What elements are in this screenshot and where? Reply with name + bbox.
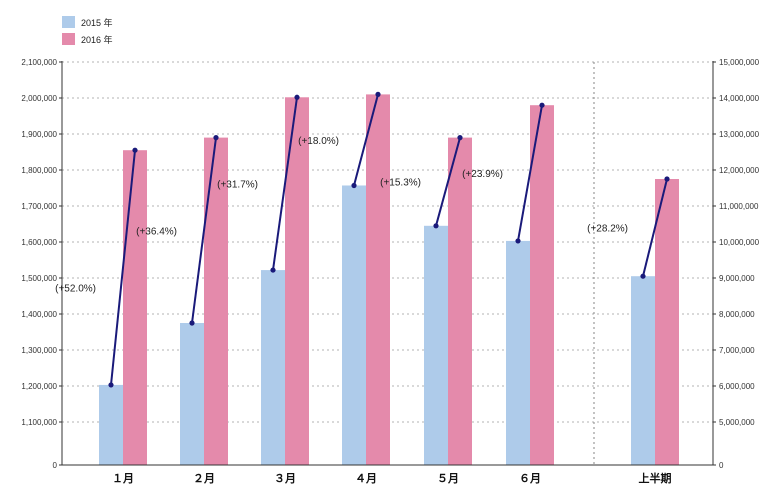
- right-tick-label: 14,000,000: [719, 94, 760, 103]
- category-label: ３月: [274, 472, 296, 485]
- growth-line: [435, 137, 461, 227]
- right-tick-label: 15,000,000: [719, 58, 760, 67]
- bar-2016: [123, 150, 147, 465]
- bar-2015: [506, 240, 530, 465]
- growth-label: (+31.7%): [217, 180, 258, 191]
- legend-label: 2016 年: [81, 34, 113, 45]
- left-tick-label: 1,800,000: [21, 166, 57, 175]
- left-tick-label: 1,300,000: [21, 346, 57, 355]
- growth-point-2015: [515, 238, 521, 244]
- bars: [99, 94, 679, 466]
- growth-point-2015: [640, 273, 646, 279]
- growth-point-2015: [108, 382, 114, 388]
- right-tick-label: 13,000,000: [719, 130, 760, 139]
- left-tick-label: 1,100,000: [21, 418, 57, 427]
- legend-swatch: [62, 16, 75, 28]
- growth-label: (+23.9%): [462, 169, 503, 180]
- growth-line: [110, 150, 136, 386]
- growth-line: [272, 97, 298, 271]
- growth-point-2016: [375, 91, 381, 97]
- axes: 0 1,100,000 1,200,000 1,300,000 1,400,000 1,5…: [21, 58, 759, 470]
- category-label: ５月: [437, 472, 459, 485]
- bar-2016: [655, 179, 679, 465]
- legend-swatch: [62, 33, 75, 45]
- growth-point-2016: [132, 147, 138, 153]
- right-tick-label: 5,000,000: [719, 418, 755, 427]
- growth-line: [353, 94, 379, 186]
- growth-label: (+28.2%): [587, 224, 628, 235]
- growth-point-2015: [270, 267, 276, 273]
- left-tick-label: 2,100,000: [21, 58, 57, 67]
- category-label: ６月: [519, 472, 541, 485]
- growth-label: (+36.4%): [136, 226, 177, 237]
- left-tick-label: 1,700,000: [21, 202, 57, 211]
- labels: (+52.0%) １月 (+36.4%) ２月 (+31.7%) ３月 (+18.0%) ４月…: [55, 136, 671, 485]
- growth-line: [517, 105, 543, 242]
- bar-2015: [342, 185, 366, 466]
- growth-point-2016: [294, 94, 300, 100]
- legend-label: 2015 年: [81, 17, 113, 28]
- growth-line: [191, 137, 217, 324]
- bar-2016: [366, 94, 390, 466]
- growth-lines: [108, 91, 670, 388]
- growth-label: (+52.0%): [55, 284, 96, 295]
- category-label: ２月: [193, 472, 215, 485]
- growth-line: [642, 178, 668, 277]
- left-tick-label: 0: [53, 461, 58, 470]
- bar-2015: [424, 225, 448, 465]
- left-tick-label: 1,400,000: [21, 310, 57, 319]
- right-tick-label: 0: [719, 461, 724, 470]
- left-tick-label: 1,200,000: [21, 382, 57, 391]
- legend: 2015 年 2016 年: [62, 16, 113, 45]
- category-label: １月: [112, 472, 134, 485]
- bar-2015: [180, 323, 204, 465]
- growth-label: (+18.0%): [298, 136, 339, 147]
- right-tick-label: 8,000,000: [719, 310, 755, 319]
- growth-point-2015: [351, 182, 357, 189]
- category-label: 上半期: [639, 471, 672, 485]
- left-tick-label: 1,900,000: [21, 130, 57, 139]
- bar-2016: [448, 137, 472, 465]
- bar-2015: [631, 276, 655, 465]
- growth-point-2016: [539, 102, 545, 108]
- category-label: ４月: [355, 472, 377, 485]
- bar-2016: [530, 105, 554, 465]
- right-tick-label: 9,000,000: [719, 274, 755, 283]
- right-tick-label: 10,000,000: [719, 238, 760, 247]
- growth-point-2016: [213, 135, 219, 141]
- right-tick-label: 12,000,000: [719, 166, 760, 175]
- right-tick-label: 11,000,000: [719, 202, 759, 211]
- growth-label: (+15.3%): [380, 178, 421, 189]
- bar-2015: [261, 270, 285, 465]
- left-tick-label: 1,500,000: [21, 274, 57, 283]
- growth-point-2016: [457, 135, 463, 141]
- growth-point-2016: [664, 176, 670, 182]
- right-tick-label: 7,000,000: [719, 346, 755, 355]
- left-tick-label: 2,000,000: [21, 94, 57, 103]
- growth-point-2015: [189, 320, 195, 326]
- right-tick-label: 6,000,000: [719, 382, 755, 391]
- growth-point-2015: [433, 223, 439, 229]
- bar-2015: [99, 384, 123, 465]
- left-tick-label: 1,600,000: [21, 238, 57, 247]
